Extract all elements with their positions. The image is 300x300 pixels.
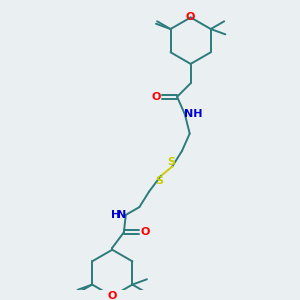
Text: S: S [167, 157, 175, 166]
Text: N: N [117, 210, 127, 220]
Text: H: H [112, 210, 121, 220]
Text: NH: NH [184, 109, 203, 119]
Text: S: S [156, 176, 164, 186]
Text: O: O [108, 291, 117, 300]
Text: O: O [151, 92, 160, 102]
Text: O: O [140, 227, 150, 237]
Text: O: O [186, 12, 195, 22]
